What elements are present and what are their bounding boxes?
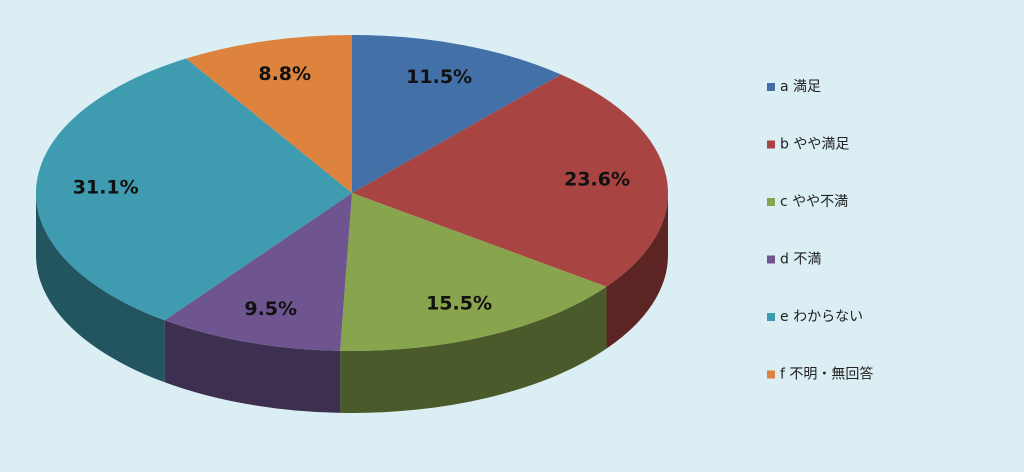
- pie-side: [164, 320, 341, 413]
- legend-swatch: [767, 198, 775, 206]
- pie-side: [35, 193, 165, 383]
- legend-swatch: [767, 255, 775, 264]
- pie-side: [340, 286, 607, 413]
- legend-label: c やや不満: [780, 194, 848, 210]
- value-label: 31.1%: [73, 176, 139, 198]
- pie-slice: [352, 74, 669, 287]
- pie-slice: [186, 35, 352, 193]
- value-label: 11.5%: [406, 66, 472, 88]
- legend-swatch: [767, 313, 775, 321]
- pie-side: [606, 193, 668, 349]
- legend-swatch: [767, 370, 775, 379]
- legend-swatch: [767, 83, 775, 91]
- value-label: 15.5%: [426, 293, 492, 315]
- value-label: 9.5%: [244, 298, 297, 320]
- legend-label: d 不満: [780, 252, 821, 268]
- legend-label: a 満足: [780, 79, 821, 95]
- legend-label: f 不明・無回答: [780, 366, 873, 383]
- value-label: 8.8%: [258, 63, 311, 85]
- pie-slice: [352, 35, 561, 193]
- legend-swatch: [767, 140, 775, 149]
- value-label: 23.6%: [564, 168, 630, 190]
- legend-label: e わからない: [780, 309, 863, 325]
- legend-label: b やや満足: [780, 137, 849, 153]
- pie-slice: [340, 193, 607, 351]
- pie-slice: [164, 193, 352, 351]
- pie-slice: [35, 58, 352, 321]
